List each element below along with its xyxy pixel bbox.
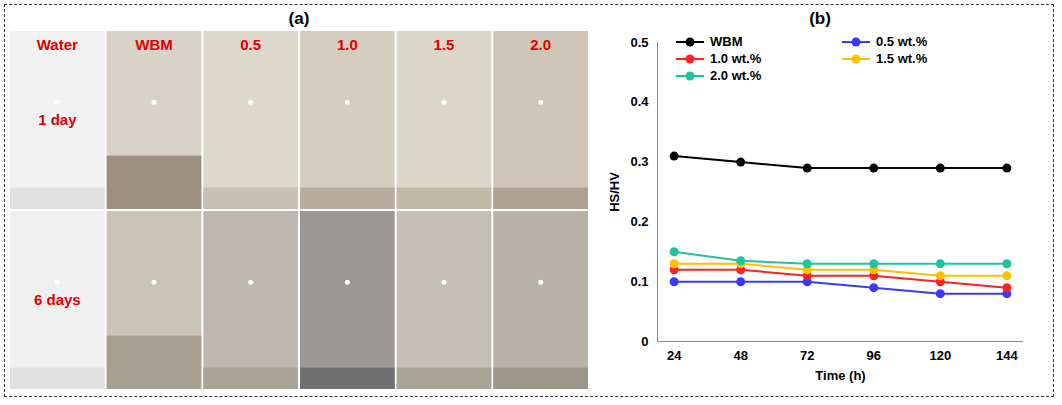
- svg-text:1.5: 1.5: [434, 36, 455, 53]
- svg-text:1 day: 1 day: [38, 111, 77, 128]
- svg-text:120: 120: [929, 348, 951, 363]
- svg-text:0: 0: [641, 334, 648, 349]
- html-text:WBM: WBM: [710, 34, 743, 49]
- svg-text:72: 72: [800, 348, 814, 363]
- svg-text:24: 24: [667, 348, 682, 363]
- html-text:1.5 wt.%: 1.5 wt.%: [876, 51, 928, 66]
- svg-text:144: 144: [996, 348, 1018, 363]
- svg-text:HS/HV: HS/HV: [607, 172, 622, 212]
- svg-text:6 days: 6 days: [34, 291, 81, 308]
- html-text:1.0 wt.%: 1.0 wt.%: [710, 51, 762, 66]
- svg-text:48: 48: [733, 348, 747, 363]
- svg-text:0.5: 0.5: [630, 35, 648, 50]
- svg-text:0.2: 0.2: [630, 214, 648, 229]
- svg-text:WBM: WBM: [135, 36, 173, 53]
- svg-text:2.0: 2.0: [530, 36, 551, 53]
- svg-text:Time (h): Time (h): [815, 368, 865, 383]
- html-text:(a): (a): [288, 9, 310, 28]
- svg-text:0.4: 0.4: [630, 94, 649, 109]
- svg-text:0.3: 0.3: [630, 154, 648, 169]
- svg-text:0.5: 0.5: [240, 36, 261, 53]
- html-text:0.5 wt.%: 0.5 wt.%: [876, 34, 928, 49]
- svg-text:Water: Water: [37, 36, 78, 53]
- svg-text:1.0: 1.0: [337, 36, 358, 53]
- html-text:2.0 wt.%: 2.0 wt.%: [710, 68, 762, 83]
- svg-text:0.1: 0.1: [630, 274, 648, 289]
- html-text:(b): (b): [809, 9, 831, 28]
- svg-text:96: 96: [867, 348, 881, 363]
